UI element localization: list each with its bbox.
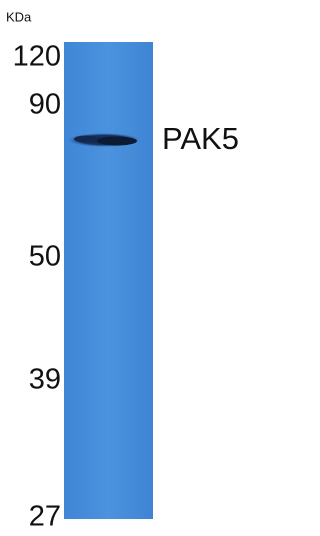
- protein-band-core: [97, 137, 137, 146]
- marker-label: 90: [29, 89, 61, 121]
- marker-label: 39: [29, 364, 61, 396]
- protein-band-core: [74, 136, 98, 143]
- unit-label: KDa: [6, 9, 32, 24]
- blot-lane: [64, 42, 153, 519]
- marker-label: 120: [13, 41, 61, 73]
- marker-label: 50: [29, 241, 61, 273]
- marker-label: 27: [29, 501, 61, 533]
- western-blot: KDa PAK5 120 90 50 39 27: [0, 0, 254, 536]
- band-label: PAK5: [162, 121, 239, 156]
- marker-labels: 120 90 50 39 27: [13, 41, 61, 533]
